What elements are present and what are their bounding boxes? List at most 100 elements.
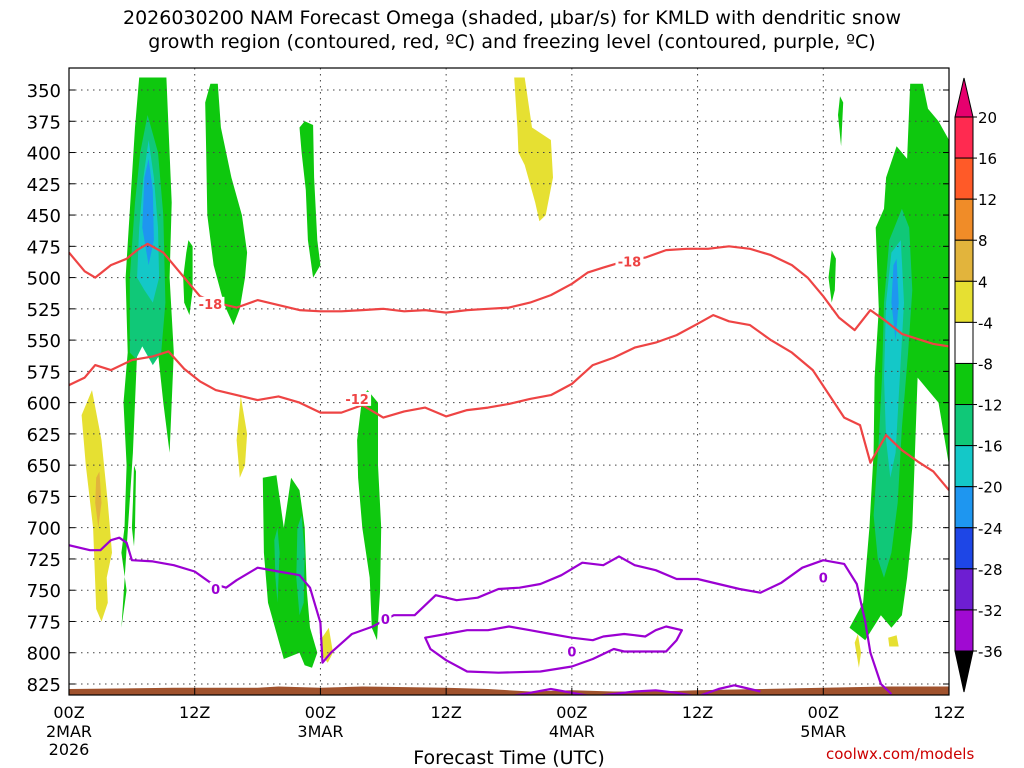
omega-plus-4-b [514,77,553,222]
colorbar-swatch-3 [954,239,974,282]
omega-minus-8-g [357,390,382,641]
y-tick-label-675: 675 [27,487,61,508]
colorbar-label-4: 4 [978,273,988,291]
colorbar-swatch-5 [954,321,974,364]
colorbar-label-5: -4 [978,314,993,332]
freezing-level-0-loop-label-bg-0 [565,644,578,659]
y-tick-label-575: 575 [27,362,61,383]
chart-title: 2026030200 NAM Forecast Omega (shaded, μ… [0,6,1024,54]
colorbar-label-8: -16 [978,438,1003,456]
colorbar-bottom-arrow [954,650,974,693]
colorbar-swatch-4 [954,280,974,323]
colorbar-label-6: -8 [978,355,993,373]
y-tick-label-375: 375 [27,112,61,133]
y-tick-label-650: 650 [27,456,61,477]
y-tick-label-525: 525 [27,300,61,321]
x-tick-label-24: 00Z [305,703,336,722]
colorbar-label-11: -28 [978,561,1003,579]
freezing-level-0-label-bg-2 [817,570,830,585]
colorbar-swatch-10 [954,527,974,570]
omega-minus-12-c [274,527,280,603]
omega-minus-20-a [142,158,154,266]
colorbar-label-12: -32 [978,602,1003,620]
omega-minus-8-c [131,465,136,547]
colorbar: 20 16 12 8 4 -4 -8 -12 -16 -20 -24 -28 -32 -36 [954,77,1003,693]
dgz-minus-18-label-0: -18 [199,298,223,313]
dgz-minus-18 [69,242,949,348]
colorbar-label-7: -12 [978,397,1003,415]
omega-minus-8-d [205,83,248,326]
terrain-layer [69,686,949,695]
x-date-label-72: 5MAR [800,722,846,741]
omega-minus-16-d [884,240,904,478]
omega-minus-8-f [262,475,318,668]
colorbar-top-arrow [954,77,974,118]
x-tick-label-12: 12Z [179,703,210,722]
freezing-level-0-loop-label-0: 0 [567,645,576,660]
contour-layer: -18 -18 -12 0 0 0 0 [69,242,949,695]
x-date-label-0: 2MAR [46,722,92,741]
x-tick-label-36: 12Z [430,703,461,722]
x-tick-label-84: 12Z [933,703,964,722]
colorbar-swatch-9 [954,486,974,529]
dgz-minus-12 [69,314,949,491]
plot-frame [68,67,950,696]
y-tick-label-550: 550 [27,331,61,352]
omega-minus-8-j [828,250,836,303]
colorbar-swatch-6 [954,362,974,406]
freezing-level-0-label-1: 0 [381,613,390,628]
colorbar-label-3: 8 [978,232,988,250]
y-tick-label-725: 725 [27,550,61,571]
freezing-level-0-label-2: 0 [819,572,828,587]
omega-shading-layer [81,77,949,668]
x-year-label-0: 2026 [49,740,90,759]
y-tick-label-800: 800 [27,644,61,665]
colorbar-label-13: -36 [978,643,1003,661]
y-tick-label-700: 700 [27,519,61,540]
colorbar-swatch-2 [954,198,974,241]
ground-surface [69,686,949,695]
y-tick-label-775: 775 [27,612,61,633]
dgz-minus-18-label-1: -18 [618,255,642,270]
y-tick-label-450: 450 [27,206,61,227]
colorbar-label-0: 20 [978,109,997,127]
freezing-level-0-bottom [511,684,761,695]
source-credit: coolwx.com/models [826,745,975,763]
omega-minus-20-d [891,258,899,341]
y-tick-label-350: 350 [27,81,61,102]
y-tick-label-500: 500 [27,269,61,290]
omega-plus-4-f [888,635,899,647]
x-tick-label-60: 12Z [682,703,713,722]
y-tick-label-425: 425 [27,175,61,196]
y-tick-label-825: 825 [27,675,61,696]
grid-layer [69,68,949,695]
x-tick-label-72: 00Z [808,703,839,722]
colorbar-label-10: -24 [978,520,1003,538]
freezing-level-0-label-0: 0 [211,583,220,598]
colorbar-label-9: -20 [978,479,1003,497]
colorbar-label-2: 12 [978,191,997,209]
colorbar-swatch-1 [954,157,974,200]
colorbar-label-1: 16 [978,150,997,168]
y-tick-label-750: 750 [27,581,61,602]
colorbar-swatch-12 [954,609,974,652]
omega-minus-8-i [838,96,844,147]
axes-layer: 350 375 400 425 450 475 500 525 550 575 600 625 650 6… [27,81,965,759]
chart-title-line-2: growth region (contoured, red, ºC) and f… [148,31,876,53]
dgz-minus-18-label-bg-0 [196,296,225,311]
y-tick-label-475: 475 [27,237,61,258]
colorbar-swatch-11 [954,568,974,611]
x-axis-label: Forecast Time (UTC) [413,747,604,768]
omega-plus-4-c [236,396,248,478]
dgz-minus-12-label-bg-0 [343,391,372,406]
x-tick-label-0: 00Z [53,703,84,722]
chart-title-line-1: 2026030200 NAM Forecast Omega (shaded, μ… [122,7,902,29]
freezing-level-0-loop [424,625,684,674]
x-tick-label-48: 00Z [556,703,587,722]
y-tick-label-625: 625 [27,425,61,446]
colorbar-swatch-7 [954,404,974,447]
colorbar-swatch-8 [954,445,974,488]
omega-plus-8-a [95,471,102,528]
colorbar-swatch-0 [954,116,974,159]
